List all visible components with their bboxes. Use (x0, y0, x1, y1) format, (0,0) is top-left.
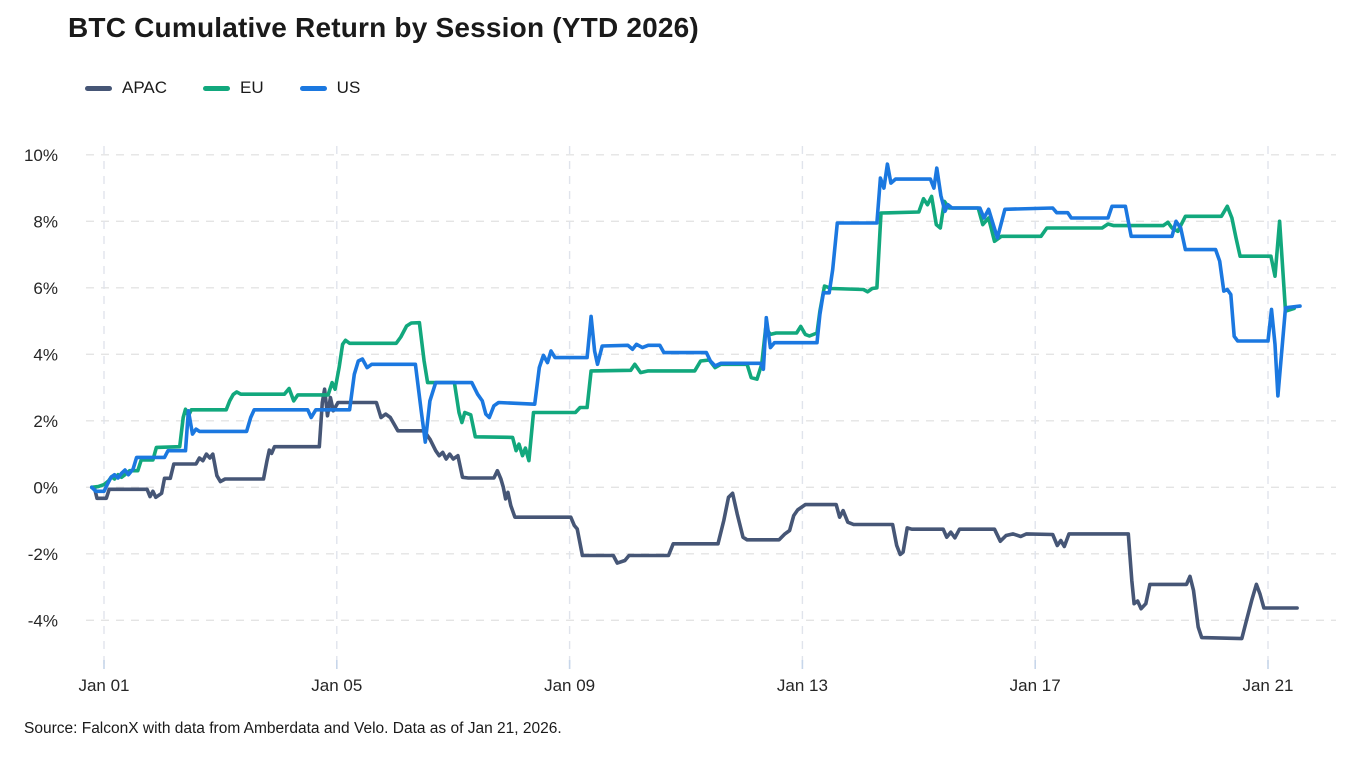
y-axis-tick-label: 10% (24, 146, 58, 165)
y-axis-tick-label: 6% (33, 279, 58, 298)
legend-label-apac: APAC (122, 78, 168, 97)
x-axis-tick-label: Jan 01 (78, 676, 129, 695)
legend-item-us: US (299, 78, 361, 98)
series-line-eu (90, 194, 1296, 490)
series-line-us (90, 162, 1302, 494)
source-note: Source: FalconX with data from Amberdata… (24, 720, 562, 737)
legend-label-eu: EU (240, 78, 264, 97)
legend-item-eu: EU (203, 78, 264, 98)
legend-swatch-apac (85, 85, 112, 91)
y-axis-tick-label: 0% (33, 478, 58, 497)
y-axis-tick-label: 2% (33, 412, 58, 431)
legend-label-us: US (336, 78, 361, 97)
chart-title: BTC Cumulative Return by Session (YTD 20… (68, 12, 699, 43)
x-axis-tick-label: Jan 05 (311, 676, 362, 695)
chart-legend: APAC EU US (85, 78, 382, 98)
y-axis-tick-label: -4% (28, 611, 58, 630)
y-axis-tick-label: -2% (28, 545, 58, 564)
series-line-apac (90, 387, 1299, 641)
legend-swatch-us (299, 85, 327, 91)
legend-item-apac: APAC (85, 78, 167, 98)
y-axis-tick-label: 4% (33, 345, 58, 364)
x-axis-tick-label: Jan 13 (777, 676, 828, 695)
legend-swatch-eu (203, 85, 231, 91)
x-axis-tick-label: Jan 21 (1242, 676, 1293, 695)
y-axis-tick-label: 8% (33, 212, 58, 231)
x-axis-tick-label: Jan 09 (544, 676, 595, 695)
x-axis-tick-label: Jan 17 (1010, 676, 1061, 695)
